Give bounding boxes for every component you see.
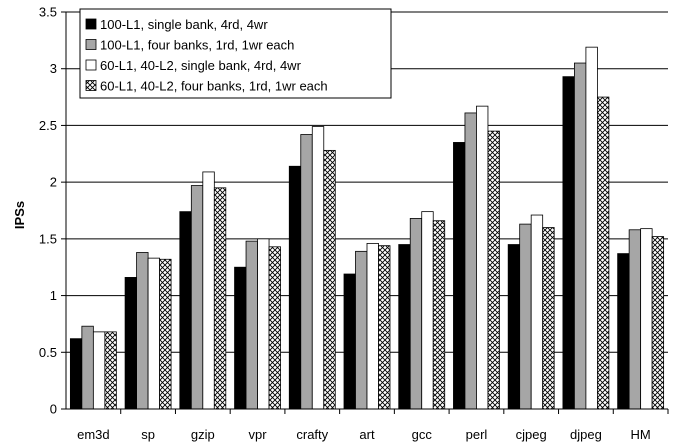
x-tick-label: em3d [77, 427, 110, 442]
bar [617, 253, 630, 410]
bar [519, 223, 532, 410]
bar [355, 250, 368, 410]
bar [124, 277, 137, 410]
bar [487, 130, 500, 410]
tick-labels: 0 0.5 1 1.5 2 2.5 3 3.5 em3d sp gzip vpr crafty art gc… [39, 5, 651, 443]
legend-box [79, 8, 392, 99]
bar [234, 266, 247, 410]
bar [257, 238, 270, 410]
bar [453, 142, 466, 410]
legend-swatch [85, 18, 97, 30]
bar [92, 331, 106, 410]
bar [542, 227, 555, 410]
bar [476, 105, 489, 410]
y-tick-label: 1 [50, 288, 57, 303]
bar [597, 96, 610, 410]
bar [147, 257, 160, 410]
bar [81, 325, 94, 410]
legend-swatch [85, 80, 97, 91]
bar [300, 134, 313, 410]
x-tick-label: cjpeg [516, 427, 547, 442]
legend-label: 100-L1, four banks, 1rd, 1wr each [100, 38, 294, 53]
bar [179, 211, 192, 410]
x-tick-label: vpr [249, 427, 268, 442]
y-tick-label: 2 [50, 175, 57, 190]
legend-swatch [85, 39, 97, 50]
x-tick-label: HM [631, 427, 651, 442]
bar [651, 236, 665, 410]
bar [464, 112, 477, 410]
bar [574, 62, 587, 410]
y-axis-title: IPSs [12, 201, 27, 229]
bar [136, 252, 149, 410]
bar [432, 220, 446, 410]
y-tick-label: 0.5 [39, 345, 57, 360]
bar [69, 338, 83, 410]
bar [104, 331, 117, 410]
bar [640, 228, 653, 410]
bar [343, 273, 356, 410]
bars [69, 46, 665, 410]
legend: 100-L1, single bank, 4rd, 4wr 100-L1, fou… [79, 8, 392, 99]
bar [378, 245, 391, 410]
bar [190, 185, 204, 410]
x-tick-label: sp [141, 427, 155, 442]
bar [245, 240, 258, 410]
axes [61, 11, 669, 414]
bar [213, 187, 227, 410]
bar [159, 258, 172, 410]
legend-label: 100-L1, single bank, 4rd, 4wr [100, 17, 268, 32]
bar [628, 229, 642, 410]
bar [398, 244, 411, 410]
legend-label: 60-L1, 40-L2, four banks, 1rd, 1wr each [100, 79, 328, 94]
bar [530, 214, 544, 410]
bar [311, 126, 325, 410]
legend-swatch [85, 59, 97, 71]
x-tick-label: art [359, 427, 375, 442]
y-tick-label: 3 [50, 61, 57, 76]
x-tick-label: gcc [412, 427, 433, 442]
bar [585, 46, 598, 410]
y-tick-label: 2.5 [39, 118, 57, 133]
bar [421, 211, 434, 410]
bar [366, 242, 379, 410]
legend-label: 60-L1, 40-L2, single bank, 4rd, 4wr [100, 58, 302, 73]
x-tick-label: perl [466, 427, 488, 442]
y-tick-label: 1.5 [39, 231, 57, 246]
bar [409, 218, 423, 410]
y-tick-label: 3.5 [39, 5, 57, 20]
bar [323, 149, 336, 410]
y-tick-label: 0 [50, 402, 57, 417]
x-tick-label: crafty [296, 427, 328, 442]
bar [202, 171, 215, 410]
x-tick-label: gzip [191, 427, 215, 442]
x-tick-label: djpeg [570, 427, 602, 442]
bar [288, 165, 302, 410]
bar [268, 246, 281, 410]
bar [507, 244, 521, 410]
bar [562, 76, 575, 410]
